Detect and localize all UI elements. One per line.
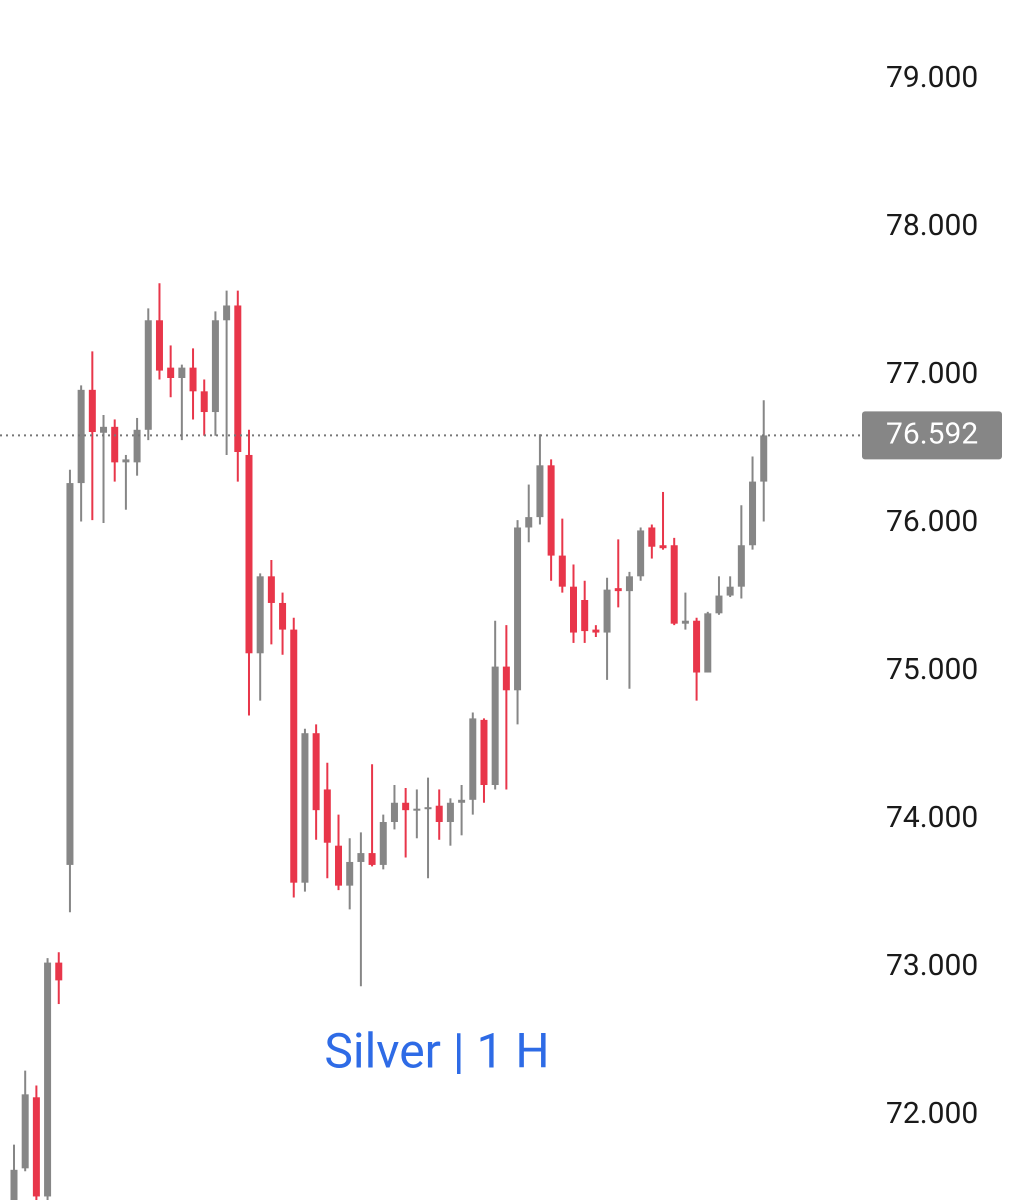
candle-body [581,600,589,632]
candle-body [681,620,689,624]
candle-body [279,602,287,630]
y-tick-label: 75.000 [886,652,978,687]
y-tick-label: 77.000 [886,356,978,391]
candle-body [155,320,163,371]
candle-body [144,320,152,430]
current-price-box [862,411,1002,460]
candle-body [446,802,454,823]
candle-body [592,629,600,633]
candle-body [435,805,443,823]
candle-body [312,733,320,811]
candle-body [458,799,466,803]
candle-body [267,576,275,603]
y-tick-label: 78.000 [886,208,978,243]
candle-body [357,853,365,862]
candle-body [55,962,63,981]
candle-body [111,426,119,463]
y-tick-label: 73.000 [886,948,978,983]
candle-body [88,389,96,433]
candle-body [77,389,85,484]
candle-body [290,629,298,883]
candle-body [301,733,309,883]
candle-body [379,822,387,865]
candle-body [413,808,421,811]
candle-body [704,613,712,673]
candle-body [44,962,52,1197]
candle-body [223,305,231,321]
candle-body [211,320,219,413]
candle-body [547,465,555,556]
candle-body [256,576,264,654]
candle-body [469,718,477,800]
candle-body [323,789,331,843]
chart-title: Silver | 1 H [324,1023,549,1080]
candle-body [726,586,734,596]
candle-body [614,588,622,592]
candle-body [122,459,130,463]
candle-body [480,719,488,786]
candle-body [402,802,410,811]
candle-body [536,465,544,518]
y-tick-label: 74.000 [886,800,978,835]
candle-body [670,545,678,624]
y-tick-label: 79.000 [886,60,978,95]
candle-body [245,454,253,654]
candle-body [390,802,398,823]
candle-body [558,555,566,587]
candle-body [637,530,645,577]
candle-body [570,586,577,633]
candle-body [424,807,432,810]
candle-body [603,589,611,633]
candle-body [749,481,757,546]
candle-body [502,666,510,691]
candle-body [189,367,197,392]
candle-body [514,527,522,691]
candle-body [66,483,74,865]
candle-body [21,1094,29,1169]
y-tick-label: 76.000 [886,504,978,539]
candle-body [648,527,656,547]
candle-body [178,367,186,378]
candle-body [625,576,633,592]
candle-body [760,435,768,482]
y-tick-label: 72.000 [886,1096,978,1131]
candle-body [715,595,723,614]
candle-body [167,367,175,378]
candle-body [525,517,533,528]
candle-body [491,666,499,786]
candle-body [100,426,108,433]
candle-body [368,853,376,865]
candle-body [346,861,354,886]
candle-body [234,305,242,452]
candle-body [133,429,141,463]
candle-body [659,545,667,549]
candle-body [32,1097,40,1197]
candle-body [200,391,208,413]
current-price-label: 76.592 [886,416,978,451]
candle-body [737,545,745,587]
candle-body [693,620,701,673]
candle-body [10,1169,18,1200]
candle-body [335,845,343,886]
